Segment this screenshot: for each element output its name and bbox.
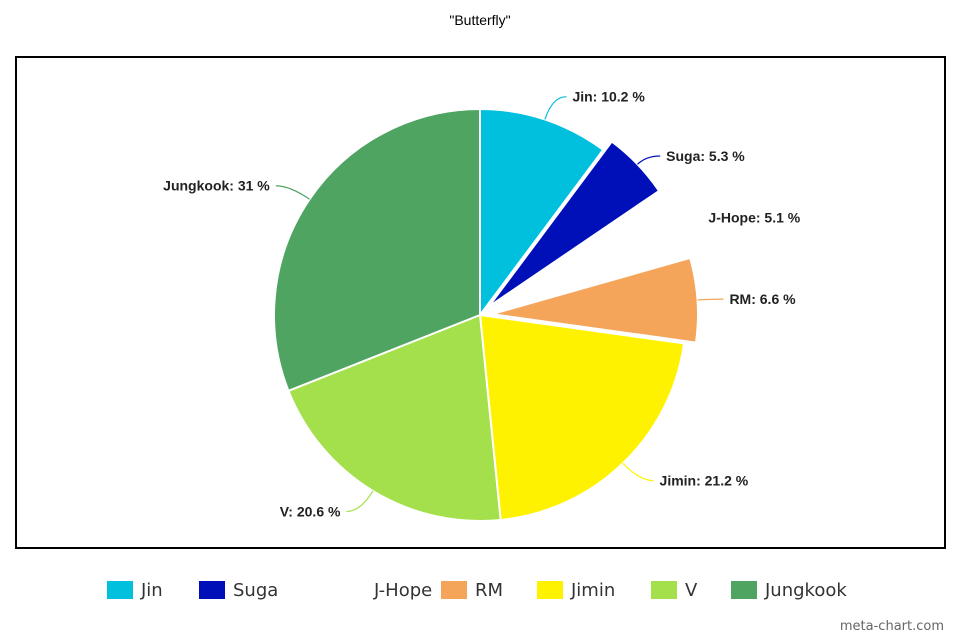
pie-slice-jin[interactable] [479,107,605,319]
leader-line-rm [697,298,724,301]
leader-line-v [346,490,374,513]
leader-line-jungkook [275,185,310,200]
chart-frame [15,56,946,549]
legend-label-j-hope: J-Hope [374,579,433,601]
legend-label-rm: RM [475,579,504,601]
watermark: meta-chart.com [839,619,944,634]
legend-item-jungkook[interactable]: Jungkook [731,576,847,604]
legend-swatch-jungkook [731,581,757,599]
pie-slice-jimin[interactable] [478,313,686,522]
slice-label-jimin: Jimin: 21.2 % [660,473,749,489]
leader-line-jin [544,96,567,120]
leader-line-suga [637,155,661,165]
legend-item-jimin[interactable]: Jimin [537,576,615,604]
chart-title: "Butterfly" [449,12,511,28]
legend-item-rm[interactable]: RM [441,576,503,604]
pie-slice-suga[interactable] [487,140,661,308]
slice-label-v: V: 20.6 % [280,503,341,519]
legend-swatch-suga [199,581,225,599]
legend-swatch-v [651,581,677,599]
pie-slice-v[interactable] [287,313,502,522]
leader-line-j-hope [667,218,703,228]
legend-item-jin[interactable]: Jin [107,576,163,604]
legend-label-jin: Jin [141,579,163,601]
legend-swatch-rm [441,581,467,599]
legend-item-v[interactable]: V [651,576,697,604]
legend-swatch-jimin [537,581,563,599]
pie-slice-rm[interactable] [491,256,699,344]
legend-label-jungkook: Jungkook [765,579,847,601]
slice-label-rm: RM: 6.6 % [729,291,796,307]
legend: Jin Suga J-Hope RM Jimin V Jungkook [0,576,960,604]
pie-slice-j-hope[interactable] [479,197,680,316]
legend-label-v: V [685,579,698,601]
legend-item-suga[interactable]: Suga [199,576,278,604]
slice-label-jungkook: Jungkook: 31 % [163,178,270,194]
legend-label-suga: Suga [233,579,279,601]
legend-swatch-jin [107,581,133,599]
legend-item-j-hope[interactable]: J-Hope [340,576,432,604]
slice-label-jin: Jin: 10.2 % [572,89,645,105]
legend-label-jimin: Jimin [571,579,616,601]
slice-label-j-hope: J-Hope: 5.1 % [708,210,800,226]
leader-line-jimin [622,462,654,482]
legend-swatch-j-hope [340,581,366,599]
slice-label-suga: Suga: 5.3 % [666,148,745,164]
